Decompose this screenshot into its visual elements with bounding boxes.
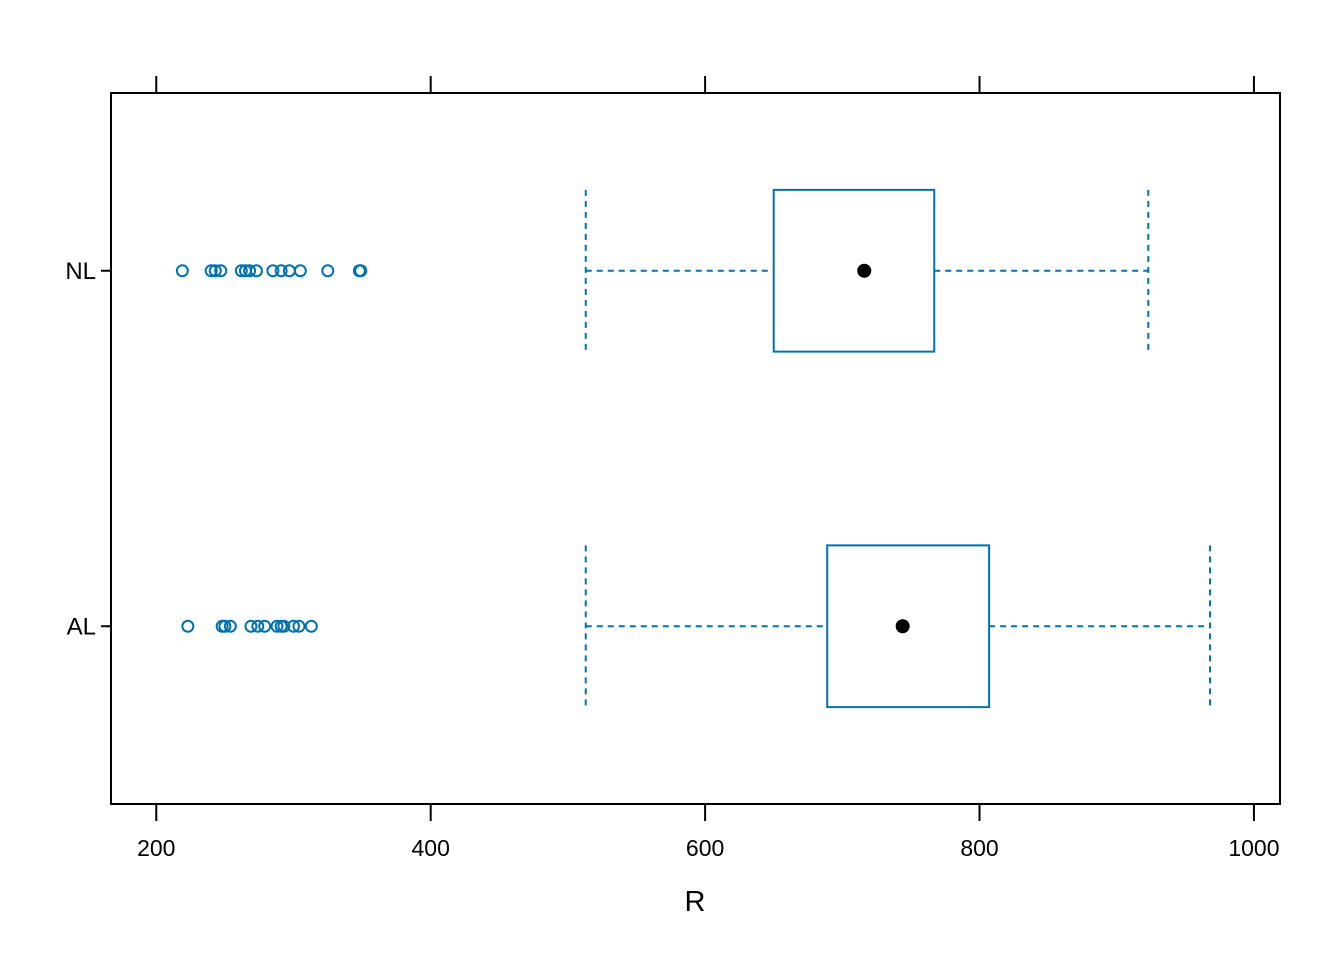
x-tick-labels: 200 400 600 800 1000: [137, 835, 1279, 861]
y-label-al: AL: [67, 613, 96, 640]
outlier-al-2: [218, 619, 232, 633]
x-axis-title: R: [685, 886, 706, 918]
outlier-al-10: [286, 619, 300, 633]
outlier-nl-1: [204, 264, 218, 278]
outlier-nl-11: [293, 264, 307, 278]
outlier-al-3: [223, 619, 237, 633]
outlier-al-9: [277, 619, 291, 633]
outlier-nl-7: [249, 264, 263, 278]
outlier-al-4: [244, 619, 258, 633]
outlier-nl-6: [243, 264, 257, 278]
box-al: [181, 544, 1212, 709]
outlier-nl-12: [321, 264, 335, 278]
iqr-box-nl: [772, 188, 936, 353]
x-tick-label-800: 800: [960, 835, 998, 861]
top-axis-ticks: [155, 76, 1255, 93]
box-nl: [175, 188, 1150, 353]
outlier-al-0: [181, 619, 195, 633]
box-series: [175, 188, 1212, 709]
plot-frame: [110, 92, 1281, 805]
outlier-al-12: [304, 619, 318, 633]
y-category-ticks: [101, 269, 111, 628]
outlier-nl-8: [266, 264, 280, 278]
outlier-al-6: [258, 619, 272, 633]
outlier-nl-3: [214, 264, 228, 278]
outlier-al-11: [292, 619, 306, 633]
median-dot-nl: [857, 263, 872, 278]
outlier-nl-0: [175, 264, 189, 278]
outlier-nl-2: [208, 264, 222, 278]
x-tick-label-400: 400: [412, 835, 450, 861]
x-tick-label-1000: 1000: [1228, 835, 1279, 861]
outlier-nl-4: [234, 264, 248, 278]
x-tick-label-200: 200: [137, 835, 175, 861]
outlier-al-7: [270, 619, 284, 633]
outlier-nl-10: [282, 264, 296, 278]
outlier-nl-9: [274, 264, 288, 278]
bottom-axis-ticks: [155, 804, 1255, 821]
median-dot-al: [895, 619, 910, 634]
outlier-nl-14: [354, 264, 368, 278]
outlier-al-5: [251, 619, 265, 633]
iqr-box-al: [826, 544, 991, 709]
x-tick-label-600: 600: [686, 835, 724, 861]
y-label-nl: NL: [65, 258, 96, 285]
y-category-labels: NL AL: [65, 258, 96, 641]
